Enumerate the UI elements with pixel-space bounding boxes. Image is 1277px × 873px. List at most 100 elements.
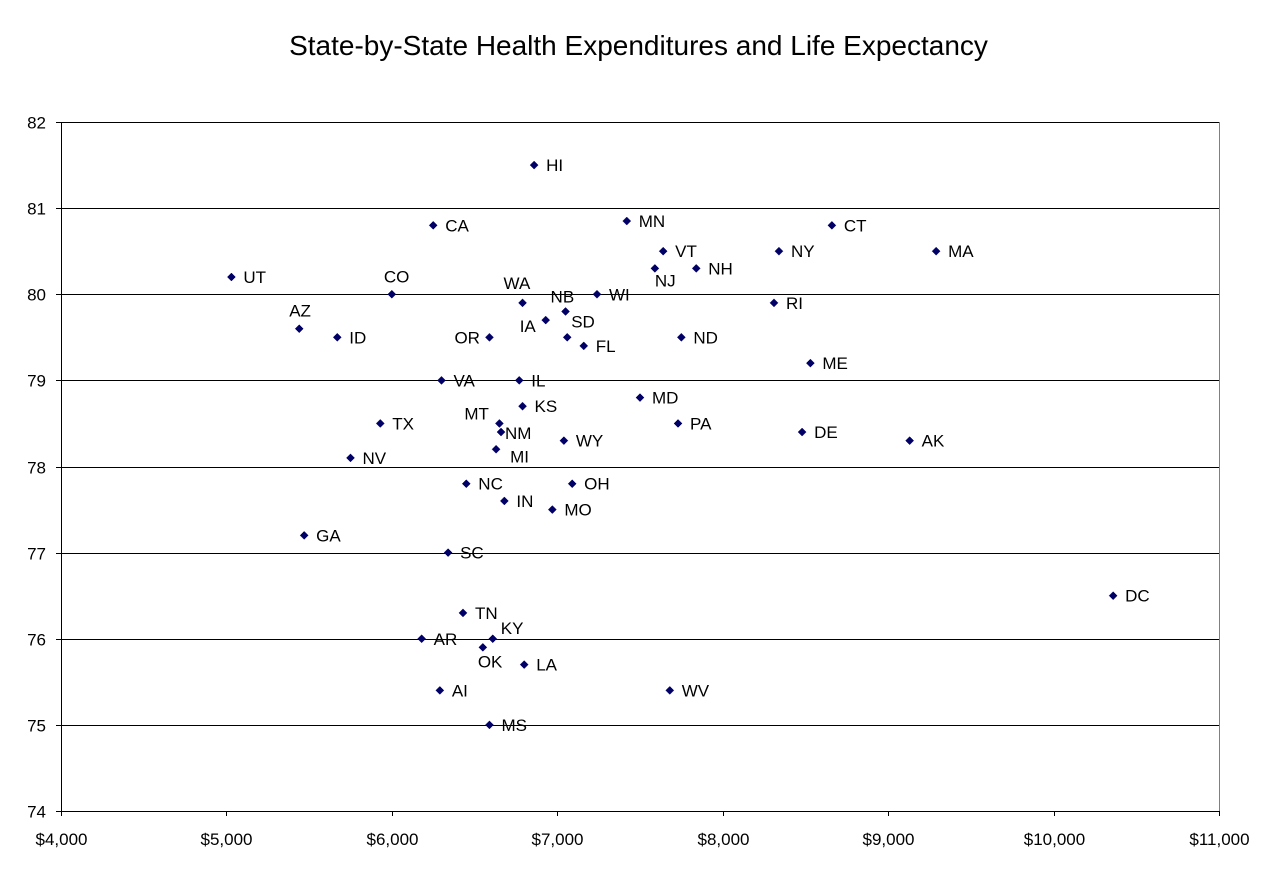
data-point-ms	[485, 720, 494, 730]
data-point-ai	[435, 686, 445, 695]
point-label-va: VA	[453, 371, 475, 390]
point-label-mt: MT	[464, 404, 489, 423]
point-label-md: MD	[652, 389, 678, 408]
point-label-ms: MS	[501, 716, 526, 735]
chart-title: State-by-State Health Expenditures and L…	[289, 30, 988, 61]
x-tick-label: $5,000	[201, 830, 253, 849]
data-point-ct	[827, 220, 837, 230]
data-point-md	[635, 393, 645, 402]
y-tick-label: 80	[27, 286, 46, 305]
point-label-wy: WY	[576, 432, 603, 451]
point-label-wi: WI	[609, 285, 630, 304]
data-point-va	[437, 376, 446, 385]
data-point-nm	[496, 427, 506, 437]
point-label-wa: WA	[504, 274, 531, 293]
y-tick-label: 82	[27, 114, 46, 133]
grid-lines	[61, 122, 1219, 726]
data-point-sd	[562, 332, 572, 342]
point-label-me: ME	[822, 354, 848, 373]
y-tick-label: 77	[27, 545, 46, 564]
point-label-fl: FL	[596, 337, 616, 356]
point-label-mo: MO	[564, 501, 591, 520]
point-label-id: ID	[349, 328, 366, 347]
data-point-ut	[227, 272, 236, 282]
data-point-co	[387, 289, 397, 299]
point-label-oh: OH	[584, 475, 610, 494]
data-point-ar	[417, 634, 426, 644]
point-label-tx: TX	[392, 414, 414, 433]
point-label-il: IL	[531, 371, 545, 390]
y-tick-label: 78	[27, 459, 46, 478]
data-point-sc	[443, 548, 453, 557]
data-point-ky	[488, 634, 498, 644]
data-point-mi	[491, 444, 501, 454]
point-label-ar: AR	[434, 630, 458, 649]
point-label-vt: VT	[675, 242, 697, 261]
y-tick-label: 81	[27, 200, 46, 219]
point-label-hi: HI	[546, 156, 563, 175]
data-point-ca	[428, 220, 438, 230]
data-point-nv	[346, 453, 355, 463]
point-label-ks: KS	[535, 397, 558, 416]
data-point-ma	[931, 246, 941, 256]
x-tick-label: $11,000	[1189, 830, 1249, 849]
data-point-hi	[529, 160, 539, 170]
data-point-tn	[458, 608, 468, 618]
data-point-nh	[691, 264, 701, 273]
y-tick-label: 74	[27, 803, 46, 822]
data-point-nd	[677, 332, 686, 342]
data-point-mn	[622, 216, 632, 226]
point-label-ny: NY	[791, 242, 815, 261]
data-point-nj	[650, 264, 660, 273]
data-point-me	[806, 358, 815, 368]
data-point-oh	[567, 479, 577, 489]
data-point-de	[797, 427, 807, 437]
point-label-az: AZ	[289, 302, 311, 321]
point-label-ct: CT	[844, 216, 867, 235]
point-label-ai: AI	[452, 681, 468, 700]
data-point-il	[514, 376, 524, 385]
data-point-ny	[774, 246, 784, 256]
point-label-ma: MA	[948, 242, 974, 261]
data-point-or	[485, 332, 494, 342]
point-label-sd: SD	[571, 312, 595, 331]
x-tick-label: $6,000	[367, 830, 419, 849]
data-point-az	[294, 324, 304, 334]
data-point-ok	[478, 643, 488, 652]
data-point-mo	[547, 505, 557, 514]
data-point-la	[519, 660, 529, 669]
axes: 74 75 76 77 78 79 80 81 82 $4,000 $5,000 $6,000 $7,0…	[27, 114, 1250, 850]
data-point-ks	[518, 401, 527, 411]
data-point-nb	[561, 307, 570, 316]
data-point-pa	[673, 419, 683, 428]
point-label-pa: PA	[690, 414, 712, 433]
x-tick-label: $9,000	[863, 830, 915, 849]
point-label-ri: RI	[786, 294, 803, 313]
point-label-nv: NV	[363, 449, 387, 468]
point-label-mi: MI	[510, 447, 529, 466]
data-point-wy	[559, 436, 569, 446]
data-point-wa	[518, 298, 527, 308]
x-tick-label: $4,000	[36, 830, 88, 849]
point-label-wv: WV	[682, 681, 710, 700]
x-tick-label: $10,000	[1024, 830, 1085, 849]
point-label-tn: TN	[475, 604, 498, 623]
y-tick-label: 75	[27, 717, 46, 736]
data-point-dc	[1108, 591, 1118, 601]
data-point-in	[499, 496, 509, 506]
point-label-ia: IA	[520, 317, 537, 336]
data-point-ga	[299, 531, 309, 540]
data-points: HI CA MN CT VT NY MA NJ NH UT CO WA NB WI RI IA SD AZ ID OR…	[227, 156, 1150, 735]
point-label-dc: DC	[1125, 587, 1150, 606]
data-point-wi	[592, 289, 602, 299]
point-label-nd: ND	[693, 328, 718, 347]
x-tick-label: $8,000	[698, 830, 750, 849]
point-label-nb: NB	[551, 287, 575, 306]
point-label-co: CO	[384, 267, 410, 286]
data-point-id	[332, 332, 342, 342]
point-label-ak: AK	[922, 432, 945, 451]
point-label-nm: NM	[505, 424, 531, 443]
point-label-nj: NJ	[655, 271, 676, 290]
point-label-ga: GA	[316, 526, 341, 545]
